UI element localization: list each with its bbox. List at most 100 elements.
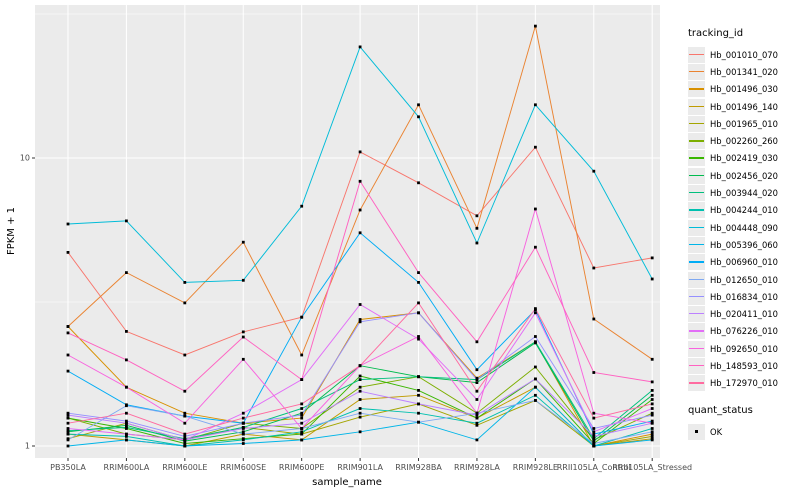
data-point-marker [650,389,654,392]
data-point-marker [125,438,128,442]
x-tick-label-RRII105LA_Control: RRII105LA_Control [556,463,631,472]
data-point-marker [300,416,304,420]
legend-item-label: Hb_005396_060 [710,239,778,250]
data-point-marker [358,389,362,393]
data-point-marker [417,375,420,379]
data-point-marker [358,385,362,389]
data-point-marker [66,331,70,335]
data-point-marker [125,426,128,429]
x-tick-label-RRIM928BA: RRIM928BA [395,463,442,472]
data-point-marker [358,398,362,401]
legend-key [688,375,705,392]
data-point-marker [592,439,596,443]
square-point-icon [695,430,699,434]
legend-line-swatch-icon [689,192,704,194]
data-point-marker [475,214,479,218]
data-point-marker [358,303,362,306]
data-point-marker [417,271,420,274]
data-point-marker [650,419,654,423]
legend-item-label: Hb_001010_070 [710,49,778,60]
data-point-marker [125,385,128,389]
legend-key [688,98,705,115]
data-point-marker [592,442,596,445]
data-point-marker [650,432,654,436]
data-point-marker [358,364,362,368]
data-point-marker [534,399,537,402]
data-point-marker [534,245,537,249]
data-point-marker [650,393,654,397]
data-point-marker [358,45,362,49]
data-point-marker [650,411,654,415]
data-point-marker [300,438,304,442]
legend-item-Hb_001496_030: Hb_001496_030 [688,81,798,98]
data-point-marker [300,411,304,415]
data-point-marker [183,411,187,415]
data-point-marker [650,277,654,281]
data-point-marker [592,437,596,441]
legend-item-Hb_001496_140: Hb_001496_140 [688,98,798,115]
data-point-marker [417,420,420,424]
legend-item-Hb_002260_260: Hb_002260_260 [688,132,798,150]
data-point-marker [650,357,654,361]
x-tick-label-RRIM901LA: RRIM901LA [337,463,383,472]
legend-line-swatch-icon [689,382,704,384]
data-point-marker [300,315,304,319]
legend-item-Hb_172970_010: Hb_172970_010 [688,375,798,392]
data-point-marker [300,421,304,425]
data-point-marker [125,421,128,425]
data-point-marker [475,368,479,372]
data-point-marker [358,231,362,235]
legend-key [688,185,705,202]
data-point-marker [66,222,70,226]
data-point-marker [475,241,479,245]
legend-item-label: Hb_002419_030 [710,153,778,164]
plot-panel [35,5,660,458]
legend-item-label: Hb_002260_260 [710,136,778,147]
data-point-marker [592,411,596,415]
data-point-marker [592,371,596,374]
data-point-marker [183,353,187,357]
data-point-marker [534,307,537,310]
data-point-marker [358,415,362,419]
legend-line-swatch-icon [689,278,704,280]
data-point-marker [358,430,362,434]
data-point-marker [183,281,187,284]
legend-item-Hb_002419_030: Hb_002419_030 [688,150,798,167]
legend-item-Hb_016834_010: Hb_016834_010 [688,288,798,305]
legend-item-label: Hb_001341_020 [710,66,778,77]
data-point-marker [650,438,654,442]
legend-key [688,323,705,340]
data-point-marker [650,380,654,384]
data-point-marker [241,330,245,334]
data-point-marker [183,442,187,445]
data-point-marker [358,208,362,212]
data-point-marker [125,411,128,415]
x-tick-label-RRIM600PE: RRIM600PE [278,463,325,472]
data-point-marker [358,411,362,415]
data-point-marker [417,311,420,315]
data-point-marker [358,179,362,183]
legend-line-swatch-icon [689,330,704,332]
legend-item-Hb_001341_020: Hb_001341_020 [688,63,798,80]
data-point-marker [300,407,304,410]
legend-items: Hb_001010_070 Hb_001341_020 Hb_001496_030 H… [688,46,798,392]
data-point-marker [183,432,187,436]
data-point-marker [475,438,479,442]
data-point-marker [66,432,70,436]
legend-line-swatch-icon [689,347,704,350]
data-point-marker [358,374,362,378]
data-point-marker [417,301,420,305]
legend-item-label: Hb_016834_010 [710,291,778,302]
data-point-marker [300,353,304,357]
legend-key [688,271,705,288]
data-point-marker [300,378,304,381]
data-point-marker [66,411,70,415]
data-point-marker [592,169,596,173]
data-point-marker [650,421,654,425]
legend-item-label: Hb_172970_010 [710,378,778,389]
legend-line-swatch-icon [689,209,704,211]
legend-item-label: Hb_092650_010 [710,343,778,354]
x-tick-label-RRIM928LA: RRIM928LA [454,463,500,472]
data-point-marker [534,340,537,344]
